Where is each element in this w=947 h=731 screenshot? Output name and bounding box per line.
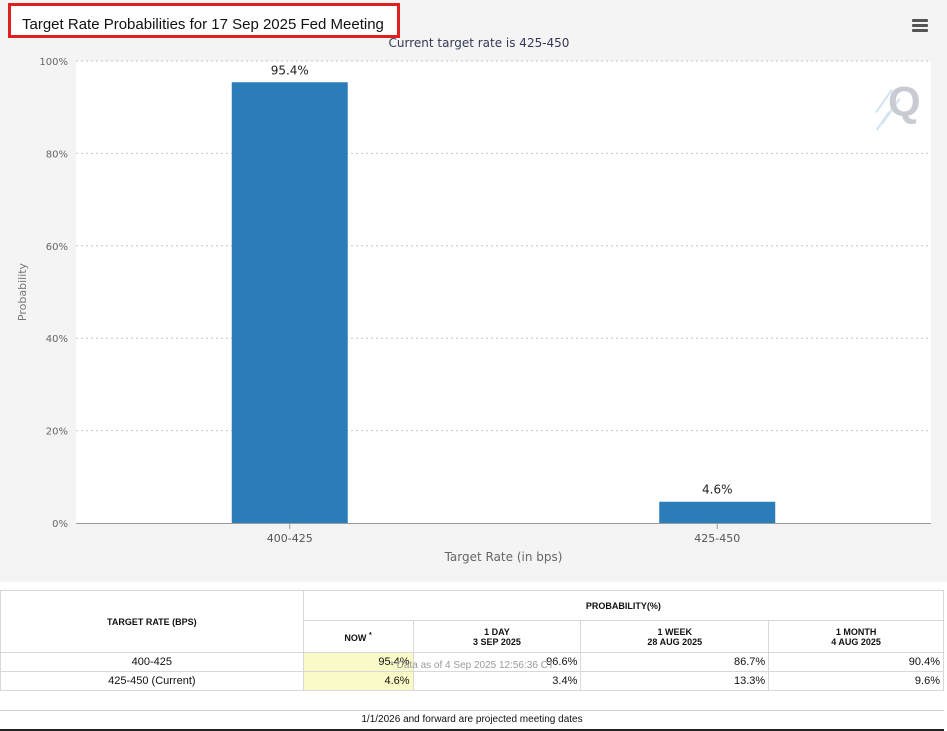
table-row: 400-425 95.4% 96.6% 86.7% 90.4%	[0, 652, 944, 672]
bar	[231, 82, 348, 523]
q-logo-icon: Q	[870, 70, 921, 134]
hamburger-menu-icon[interactable]	[912, 19, 928, 33]
y-tick-label: 0%	[52, 519, 68, 530]
chart-subtitle: Current target rate is 425-450	[389, 36, 570, 50]
probability-header: PROBABILITY(%)	[302, 589, 945, 622]
y-tick-label: 20%	[46, 427, 68, 438]
row-now: 4.6%	[302, 671, 414, 691]
chart-title-box: Target Rate Probabilities for 17 Sep 202…	[8, 3, 400, 38]
probability-table: TARGET RATE (BPS) PROBABILITY(%) NOW * 1…	[0, 589, 945, 691]
row-1day: 3.4%	[412, 671, 582, 691]
y-tick-label: 60%	[46, 242, 68, 253]
row-1month: 9.6%	[768, 671, 944, 691]
now-header: NOW *	[302, 620, 414, 653]
x-tick-label: 400-425	[267, 532, 313, 545]
one-week-header: 1 WEEK 28 AUG 2025	[580, 620, 770, 653]
x-tick-label: 425-450	[694, 532, 740, 545]
row-1week: 86.7%	[580, 652, 770, 672]
target-rate-header: TARGET RATE (BPS)	[0, 590, 304, 653]
plot-area	[76, 61, 931, 523]
data-label: 95.4%	[271, 63, 309, 77]
x-axis-title: Target Rate (in bps)	[444, 550, 563, 564]
y-tick-label: 80%	[46, 149, 68, 160]
one-month-header: 1 MONTH 4 AUG 2025	[768, 620, 944, 653]
row-1week: 13.3%	[580, 671, 770, 691]
y-tick-label: 100%	[39, 57, 68, 68]
row-rate: 425-450 (Current)	[0, 671, 304, 691]
chart-title: Target Rate Probabilities for 17 Sep 202…	[22, 16, 384, 33]
chart-panel: 0% 20% 40% 60% 80% 100% 95.4% 400-425 4.6% 425-45…	[0, 0, 947, 582]
table-row: 425-450 (Current) 4.6% 3.4% 13.3% 9.6%	[0, 671, 944, 691]
bar-chart: 0% 20% 40% 60% 80% 100% 95.4% 400-425 4.6% 425-45…	[16, 36, 931, 564]
y-tick-label: 40%	[46, 334, 68, 345]
y-axis-title: Probability	[16, 262, 29, 321]
data-timestamp-note: * Data as of 4 Sep 2025 12:56:36 CT	[390, 660, 554, 671]
bar	[659, 501, 776, 523]
one-day-header: 1 DAY 3 SEP 2025	[412, 620, 582, 653]
data-label: 4.6%	[702, 483, 733, 497]
footer-note: 1/1/2026 and forward are projected meeti…	[0, 710, 944, 731]
